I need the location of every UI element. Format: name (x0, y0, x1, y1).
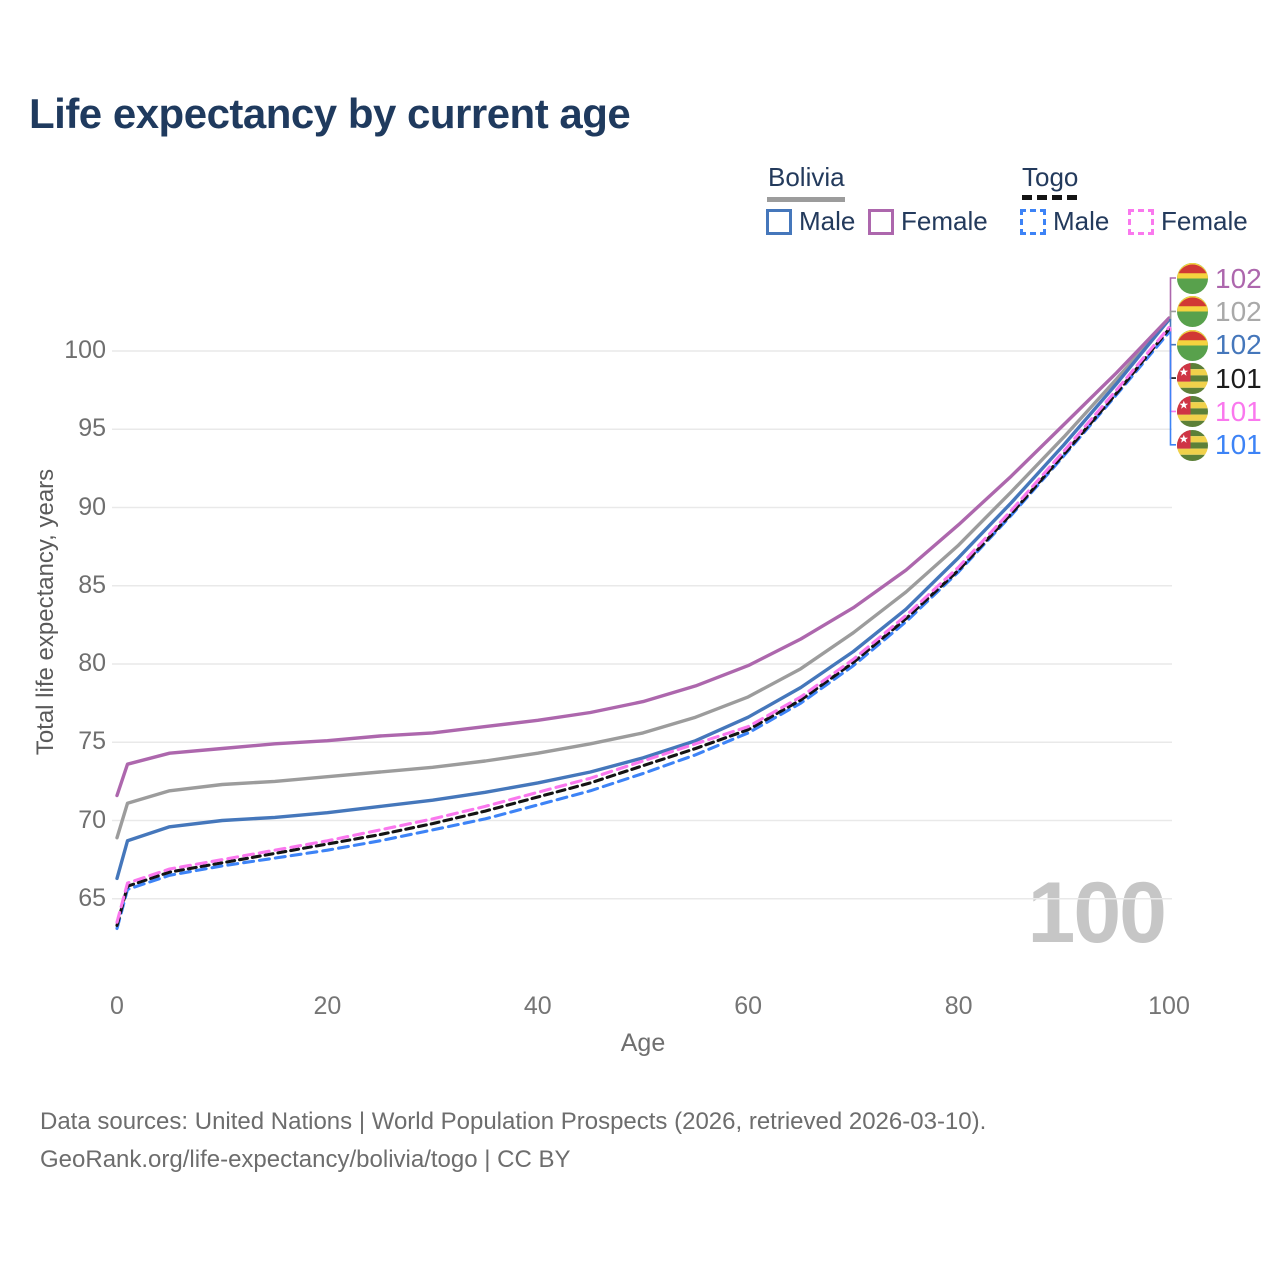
legend-item-bolivia-female[interactable]: Female (868, 206, 988, 237)
x-tick-label-40: 40 (523, 992, 552, 1020)
page-title: Life expectancy by current age (29, 90, 631, 137)
legend-togo-line-swatch (1022, 195, 1077, 200)
end-label-bolivia-both: 102 (1177, 296, 1262, 328)
end-value-label: 102 (1215, 329, 1262, 361)
end-label-togo-female: 101 (1177, 396, 1262, 428)
line-togo-both[interactable] (115, 327, 1171, 927)
legend-item-label: Male (799, 206, 856, 236)
line-bolivia-both[interactable] (115, 318, 1171, 840)
x-tick-label-20: 20 (313, 992, 342, 1020)
x-axis-title: Age (620, 1029, 666, 1057)
legend-group-togo-label[interactable]: Togo (1022, 162, 1079, 192)
legend-item-togo-female[interactable]: Female (1128, 206, 1248, 237)
end-label-togo-male: 101 (1177, 429, 1262, 461)
bolivia-male-swatch-icon (766, 208, 792, 235)
line-bolivia-female[interactable] (115, 316, 1171, 798)
y-tick-label-70: 70 (78, 805, 106, 834)
legend-item-bolivia-male[interactable]: Male (766, 206, 855, 237)
legend-bolivia-line-swatch (767, 197, 845, 202)
leader-line-bolivia-both (1169, 310, 1176, 321)
end-label-bolivia-male: 102 (1177, 329, 1262, 361)
end-value-label: 101 (1215, 362, 1262, 394)
y-tick-label-65: 65 (78, 883, 106, 912)
bolivia-flag-icon (1177, 296, 1208, 328)
x-tick-label-100: 100 (1148, 992, 1190, 1020)
y-tick-label-90: 90 (78, 492, 106, 521)
footer-data-sources: Data sources: United Nations | World Pop… (40, 1108, 987, 1135)
legend-group-bolivia-label[interactable]: Bolivia (768, 162, 845, 192)
legend-item-label: Female (1161, 206, 1248, 236)
end-value-label: 101 (1215, 395, 1262, 427)
togo-female-swatch-icon (1128, 208, 1154, 235)
legend-item-label: Male (1053, 206, 1110, 236)
legend-item-label: Female (901, 206, 988, 236)
bolivia-female-swatch-icon (868, 208, 894, 235)
togo-flag-icon (1177, 396, 1208, 428)
y-tick-label-85: 85 (78, 570, 106, 599)
togo-male-swatch-icon (1020, 208, 1046, 235)
y-tick-label-100: 100 (64, 336, 106, 364)
end-value-label: 101 (1215, 429, 1262, 461)
bolivia-flag-icon (1177, 329, 1208, 361)
end-label-bolivia-female: 102 (1177, 263, 1262, 295)
end-label-togo-both: 101 (1177, 363, 1262, 395)
leader-line-togo-male (1169, 331, 1176, 446)
age-watermark: 100 (1027, 865, 1167, 961)
togo-flag-icon (1177, 363, 1208, 395)
line-togo-female[interactable] (115, 325, 1171, 924)
legend-item-togo-male[interactable]: Male (1020, 206, 1109, 237)
line-togo-male[interactable] (115, 330, 1171, 931)
line-bolivia-male[interactable] (115, 318, 1171, 881)
y-tick-label-80: 80 (78, 649, 106, 677)
y-tick-label-75: 75 (78, 727, 106, 756)
x-tick-label-60: 60 (734, 992, 763, 1020)
y-tick-label-95: 95 (78, 414, 106, 443)
x-tick-label-80: 80 (944, 992, 973, 1020)
footer-citation: GeoRank.org/life-expectancy/bolivia/togo… (40, 1146, 571, 1173)
bolivia-flag-icon (1177, 263, 1208, 294)
x-tick-label-0: 0 (110, 992, 124, 1020)
end-value-label: 102 (1215, 295, 1262, 327)
end-value-label: 102 (1215, 262, 1262, 294)
togo-flag-icon (1177, 429, 1208, 461)
